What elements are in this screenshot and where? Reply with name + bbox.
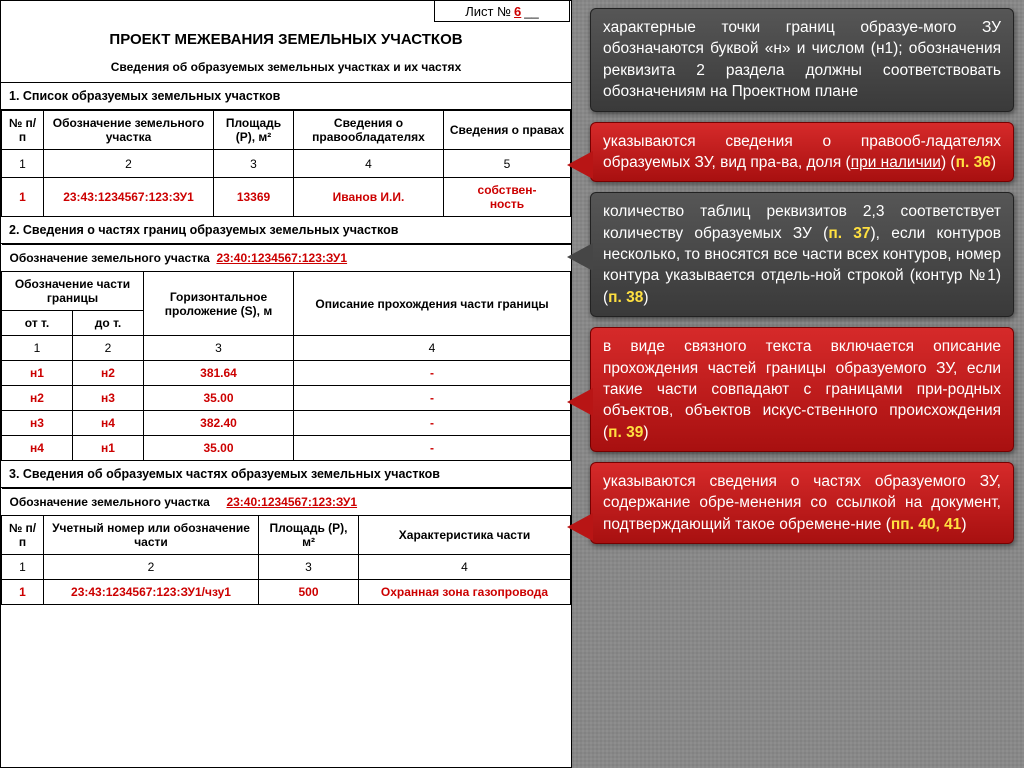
section1-table: № п/п Обозначение земельного участка Пло…	[1, 110, 571, 217]
col-boundary-part: Обозначение части границы	[2, 272, 144, 311]
col-char: Характеристика части	[359, 516, 571, 555]
callout-description: в виде связного текста включается описан…	[590, 327, 1014, 452]
col-desig: Обозначение земельного участка	[44, 111, 214, 150]
callout-points: характерные точки границ образуе-​мого З…	[590, 8, 1014, 112]
col-to: до т.	[73, 311, 144, 336]
col-area: Площадь (P), м²	[259, 516, 359, 555]
sheet-label: Лист №	[465, 4, 511, 19]
arrow-icon	[567, 388, 593, 416]
arrow-icon	[567, 243, 593, 271]
col-length: Горизонтальное проложение (S), м	[144, 272, 294, 336]
table-row: н3н4382.40-	[2, 411, 571, 436]
section1-heading: 1. Список образуемых земельных участков	[1, 83, 571, 110]
parcel-label: Обозначение земельного участка	[10, 251, 210, 265]
section2-table: Обозначение земельного участка 23:40:123…	[1, 244, 571, 461]
table-row: н4н135.00-	[2, 436, 571, 461]
table-num-row: 1 2 3 4 5	[2, 150, 571, 178]
callout-owners: указываются сведения о правооб-​ладателя…	[590, 122, 1014, 183]
table-row: н2н335.00-	[2, 386, 571, 411]
arrow-icon	[567, 513, 593, 541]
reference: п. 38	[608, 289, 643, 306]
col-owner: Сведения о правообладателях	[294, 111, 444, 150]
col-part-id: Учетный номер или обозначение части	[44, 516, 259, 555]
callouts-panel: характерные точки границ образуе-​мого З…	[572, 0, 1024, 768]
parcel-label: Обозначение земельного участка	[10, 495, 210, 509]
reference: п. 36	[956, 154, 991, 171]
col-num: № п/п	[2, 516, 44, 555]
col-description: Описание прохождения части границы	[294, 272, 571, 336]
table-header-row: № п/п Учетный номер или обозначение част…	[2, 516, 571, 555]
section2-heading: 2. Сведения о частях границ образуемых з…	[1, 217, 571, 244]
table-num-row: 1 2 3 4	[2, 555, 571, 580]
reference: п. 37	[828, 225, 870, 242]
parcel-value: 23:40:1234567:123:ЗУ1	[216, 251, 347, 265]
table-num-row: 1 2 3 4	[2, 336, 571, 361]
label-row: Обозначение земельного участка 23:40:123…	[2, 489, 571, 516]
document-panel: Лист № 6 __ ПРОЕКТ МЕЖЕВАНИЯ ЗЕМЕЛЬНЫХ У…	[0, 0, 572, 768]
table-row: 1 23:43:1234567:123:ЗУ1/чзу1 500 Охранна…	[2, 580, 571, 605]
sheet-number-box: Лист № 6 __	[434, 0, 570, 22]
table-header-row: Обозначение части границы Горизонтальное…	[2, 272, 571, 311]
callout-text: характерные точки границ образуе-​мого З…	[603, 19, 1001, 100]
doc-subtitle: Сведения об образуемых земельных участка…	[1, 56, 571, 83]
reference: п. 39	[608, 424, 643, 441]
parcel-value: 23:40:1234567:123:ЗУ1	[226, 495, 357, 509]
table-header-row: № п/п Обозначение земельного участка Пло…	[2, 111, 571, 150]
reference: пп. 40, 41	[891, 516, 961, 533]
col-num: № п/п	[2, 111, 44, 150]
section3-heading: 3. Сведения об образуемых частях образуе…	[1, 461, 571, 488]
callout-text: в виде связного текста включается описан…	[603, 338, 1001, 441]
col-area: Площадь (P), м²	[214, 111, 294, 150]
callout-tables-count: количество таблиц реквизитов 2,3 соответ…	[590, 192, 1014, 317]
callout-encumbrance: указываются сведения о частях образуемог…	[590, 462, 1014, 544]
section3-table: Обозначение земельного участка 23:40:123…	[1, 488, 571, 605]
col-from: от т.	[2, 311, 73, 336]
sheet-number: 6	[514, 4, 521, 19]
table-row: н1н2381.64-	[2, 361, 571, 386]
table-row: 1 23:43:1234567:123:ЗУ1 13369 Иванов И.И…	[2, 178, 571, 217]
label-row: Обозначение земельного участка 23:40:123…	[2, 245, 571, 272]
col-rights: Сведения о правах	[444, 111, 571, 150]
arrow-icon	[567, 151, 593, 179]
